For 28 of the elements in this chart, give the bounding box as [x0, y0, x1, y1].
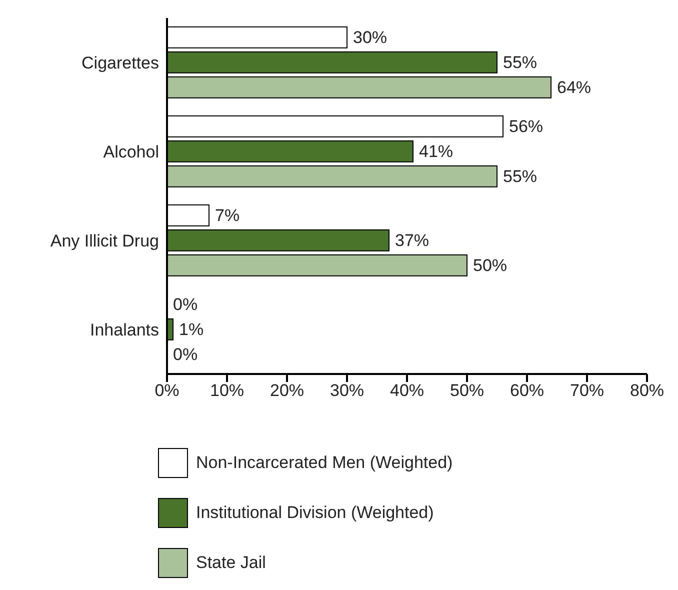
data-label: 1%	[179, 320, 204, 339]
x-tick-label: 70%	[570, 381, 604, 400]
legend-label: State Jail	[196, 553, 266, 573]
data-label: 41%	[419, 142, 454, 161]
data-label: 64%	[557, 78, 592, 98]
y-tick-label: Inhalants	[90, 320, 159, 340]
y-tick-label: Alcohol	[103, 142, 159, 162]
data-label: 55%	[503, 53, 538, 72]
data-label: 30%	[353, 28, 388, 47]
data-label: 56%	[509, 116, 544, 136]
x-tick-label: 80%	[630, 381, 664, 400]
data-label: 55%	[503, 167, 538, 186]
x-tick-label: 10%	[210, 381, 244, 400]
data-label: 0%	[173, 294, 198, 314]
x-tick-label: 50%	[450, 381, 484, 400]
y-tick-label: Any Illicit Drug	[50, 232, 159, 251]
x-tick-label: 20%	[270, 381, 304, 400]
data-label: 0%	[173, 345, 198, 364]
data-label: 50%	[473, 256, 508, 276]
data-label: 7%	[215, 206, 240, 225]
y-tick-label: Cigarettes	[82, 54, 159, 73]
legend-label: Non-Incarcerated Men (Weighted)	[196, 453, 453, 473]
x-tick-label: 0%	[154, 381, 180, 400]
legend-label: Institutional Division (Weighted)	[196, 503, 434, 523]
x-tick-label: 60%	[510, 381, 544, 400]
data-label: 37%	[395, 231, 430, 250]
x-tick-label: 30%	[330, 381, 364, 400]
x-tick-label: 40%	[390, 381, 424, 400]
